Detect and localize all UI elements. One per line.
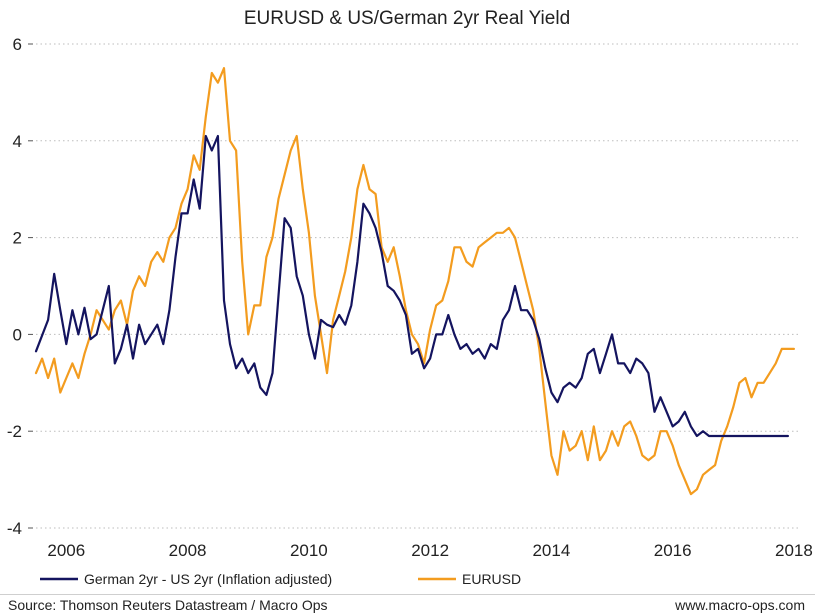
source-text: Source: Thomson Reuters Datastream / Mac…	[8, 597, 328, 613]
x-tick-label-2: 2010	[290, 541, 328, 560]
legend-label-german-us-2yr: German 2yr - US 2yr (Inflation adjusted)	[84, 571, 332, 587]
x-tick-label-3: 2012	[411, 541, 449, 560]
legend-label-eurusd: EURUSD	[462, 571, 521, 587]
series-line-german-us-2yr	[34, 134, 790, 438]
x-tick-label-0: 2006	[47, 541, 85, 560]
series-lines	[34, 67, 796, 496]
y-tick-label-0: 6	[13, 35, 22, 54]
y-tick-label-3: 0	[13, 325, 22, 344]
y-axis: 6 4 2 0 -2 -4	[7, 35, 33, 538]
y-tick-label-5: -4	[7, 519, 22, 538]
y-tick-label-1: 4	[13, 132, 22, 151]
y-tick-label-4: -2	[7, 422, 22, 441]
footer-divider	[0, 594, 815, 595]
legend: German 2yr - US 2yr (Inflation adjusted)…	[40, 571, 521, 587]
grid-lines	[36, 43, 800, 529]
website-link[interactable]: www.macro-ops.com	[675, 597, 805, 613]
x-tick-label-5: 2016	[654, 541, 692, 560]
series-line-eurusd	[34, 67, 796, 496]
x-tick-label-1: 2008	[169, 541, 207, 560]
x-tick-label-6: 2018	[775, 541, 813, 560]
x-axis: 2006 2008 2010 2012 2014 2016 2018	[47, 541, 812, 560]
chart-title: EURUSD & US/German 2yr Real Yield	[244, 8, 570, 29]
y-tick-label-2: 2	[13, 229, 22, 248]
x-tick-label-4: 2014	[532, 541, 570, 560]
